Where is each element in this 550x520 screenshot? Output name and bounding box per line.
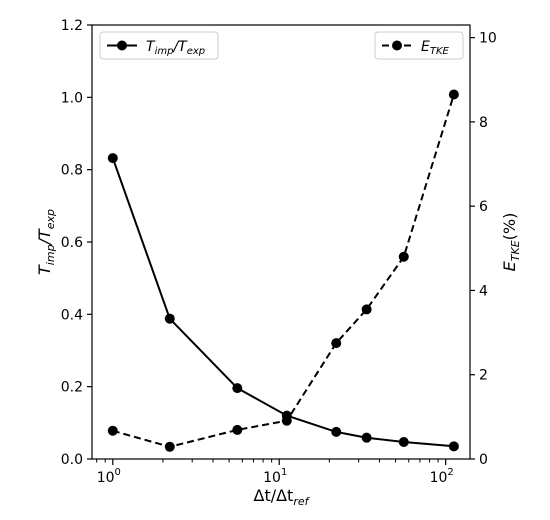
legend-left-mid: /T bbox=[171, 39, 188, 55]
x-tick-label: 101 bbox=[263, 467, 287, 486]
right-tick-label: 8 bbox=[479, 115, 488, 131]
legend-left: Timp/Texp bbox=[99, 31, 219, 60]
x-axis-ticks: 100 101 102 bbox=[96, 459, 454, 486]
right-tick-label: 0 bbox=[479, 452, 488, 468]
legend-right-box bbox=[374, 31, 464, 60]
series-1-point bbox=[448, 441, 459, 452]
left-axis-label-sub1: imp bbox=[44, 244, 57, 265]
legend-right-text: ETKE bbox=[421, 39, 450, 57]
legend-right: ETKE bbox=[374, 31, 464, 60]
series-1-point bbox=[107, 153, 118, 164]
right-tick-label: 4 bbox=[479, 283, 488, 299]
legend-left-text: Timp/Texp bbox=[146, 39, 205, 57]
series-2-point bbox=[361, 304, 372, 315]
left-axis-label-main: T bbox=[35, 264, 54, 275]
x-tick-label: 100 bbox=[97, 467, 121, 486]
legend-left-main: T bbox=[146, 39, 156, 55]
x-tick-label: 102 bbox=[430, 467, 454, 486]
left-tick-label: 0.4 bbox=[61, 307, 83, 323]
series-1-point bbox=[361, 432, 372, 443]
right-axis-label: ETKE(%) bbox=[500, 213, 522, 272]
right-tick-label: 6 bbox=[479, 199, 488, 215]
right-tick-label: 10 bbox=[479, 31, 497, 47]
right-axis-label-suffix: (%) bbox=[500, 213, 519, 241]
left-tick-label: 0.2 bbox=[61, 380, 83, 396]
legend-right-sub: TKE bbox=[430, 46, 450, 57]
x-axis-label-sub: ref bbox=[293, 495, 310, 508]
series-layer bbox=[107, 89, 459, 452]
left-tick-label: 0.8 bbox=[61, 163, 83, 179]
left-axis-label-sub2: exp bbox=[44, 209, 57, 229]
series-2-point bbox=[164, 441, 175, 452]
left-tick-label: 1.2 bbox=[61, 18, 83, 34]
legend-left-sub2: exp bbox=[187, 46, 205, 57]
x-axis-label-main: Δt/Δt bbox=[254, 486, 294, 505]
series-1-point bbox=[164, 313, 175, 324]
right-axis-label-sub: TKE bbox=[509, 240, 522, 261]
legend-left-box bbox=[99, 31, 219, 60]
series-1-line bbox=[111, 157, 454, 448]
x-axis-label: Δt/Δtref bbox=[254, 486, 311, 508]
left-axis-label-mid: /T bbox=[35, 228, 54, 246]
right-axis-label-main: E bbox=[500, 260, 519, 271]
legend-left-sub1: imp bbox=[155, 46, 174, 57]
left-tick-label: 0.6 bbox=[61, 235, 83, 251]
right-tick-label: 2 bbox=[479, 368, 488, 384]
left-tick-label: 0.0 bbox=[61, 452, 83, 468]
series-2-point bbox=[107, 425, 118, 436]
legend-right-main: E bbox=[421, 39, 430, 55]
right-axis-ticks: 0 2 4 6 8 10 bbox=[470, 31, 497, 468]
series-2-point bbox=[232, 424, 243, 435]
series-2-point bbox=[398, 251, 409, 262]
series-2-point bbox=[281, 415, 292, 426]
series-1-point bbox=[331, 426, 342, 437]
legend-left-marker bbox=[117, 40, 127, 51]
series-1-point bbox=[398, 437, 409, 448]
series-2-point bbox=[448, 89, 459, 100]
series-2-point bbox=[331, 338, 342, 349]
left-axis-label: Timp/Texp bbox=[35, 209, 57, 275]
series-2-line bbox=[112, 94, 455, 448]
series-1-point bbox=[232, 383, 243, 394]
left-axis-ticks: 0.0 0.2 0.4 0.6 0.8 1.0 1.2 bbox=[61, 18, 92, 468]
legend-right-marker bbox=[392, 40, 402, 51]
plot-frame bbox=[91, 24, 471, 460]
left-tick-label: 1.0 bbox=[61, 90, 83, 106]
